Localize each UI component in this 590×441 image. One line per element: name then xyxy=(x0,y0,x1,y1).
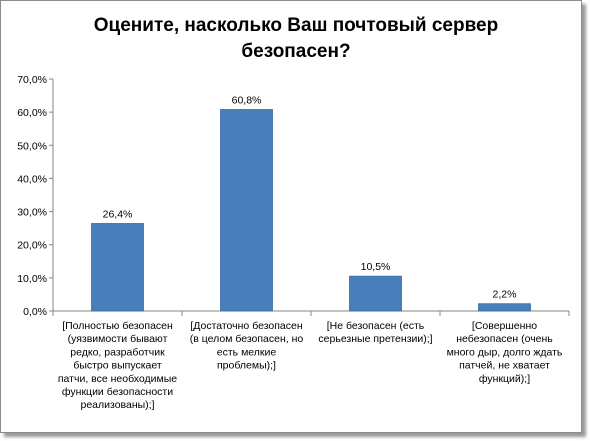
category-label-line: [Достаточно безопасен xyxy=(190,320,303,332)
y-tick-label: 50,0% xyxy=(17,140,47,152)
category-label-line: патчей, не хватает xyxy=(459,360,550,372)
chart-title-line: безопасен? xyxy=(241,41,350,62)
bar xyxy=(220,109,273,312)
category-label-line: функции безопасности xyxy=(62,386,173,398)
bar-value-label: 26,4% xyxy=(103,209,133,221)
data-labels: 26,4% 60,8% 10,5% 2,2% xyxy=(103,94,517,300)
category-label-line: небезопасен (очень xyxy=(456,333,553,345)
bar-chart: Оцените, насколько Ваш почтовый сервер бе… xyxy=(17,15,570,411)
category-label-line: быстро выпускает xyxy=(73,360,162,372)
category-label-line: редко, разработчик xyxy=(70,346,165,358)
y-tick-label: 20,0% xyxy=(17,240,47,252)
bar-value-label: 60,8% xyxy=(232,94,262,106)
category-label-line: [Не безопасен (есть xyxy=(327,320,425,332)
category-label-line: [Полностью безопасен xyxy=(62,320,173,332)
category-label-line: серьезные претензии);] xyxy=(318,333,432,345)
y-tick-label: 40,0% xyxy=(17,173,47,185)
category-label-line: функций);] xyxy=(479,373,530,385)
chart-frame: Оцените, насколько Ваш почтовый сервер бе… xyxy=(0,0,582,433)
y-tick-label: 60,0% xyxy=(17,107,47,119)
bar-value-label: 2,2% xyxy=(493,289,517,301)
chart-title-line: Оцените, насколько Ваш почтовый сервер xyxy=(94,15,498,36)
category-label-line: (в целом безопасен, но xyxy=(190,333,304,345)
category-label-line: много дыр, долго ждать xyxy=(447,346,563,358)
category-labels: [Полностью безопасен(уязвимости бываютре… xyxy=(58,320,563,411)
bar xyxy=(91,223,144,312)
bar xyxy=(349,275,402,312)
category-label-line: (уязвимости бывают xyxy=(68,333,168,345)
category-label-line: патчи, все необходимые xyxy=(58,373,177,385)
bars xyxy=(91,109,531,312)
bar xyxy=(478,303,531,312)
category-label-line: есть мелкие xyxy=(217,346,277,358)
category-label-line: проблемы);] xyxy=(217,360,276,372)
y-tick-label: 30,0% xyxy=(17,207,47,219)
y-tick-label: 70,0% xyxy=(17,74,47,86)
bar-value-label: 10,5% xyxy=(361,261,391,273)
category-label-line: реализованы);] xyxy=(80,399,154,411)
y-tick-label: 10,0% xyxy=(17,273,47,285)
chart-title: Оцените, насколько Ваш почтовый сервер бе… xyxy=(94,15,498,62)
category-label-line: [Совершенно xyxy=(472,320,537,332)
y-tick-label: 0,0% xyxy=(23,306,47,318)
